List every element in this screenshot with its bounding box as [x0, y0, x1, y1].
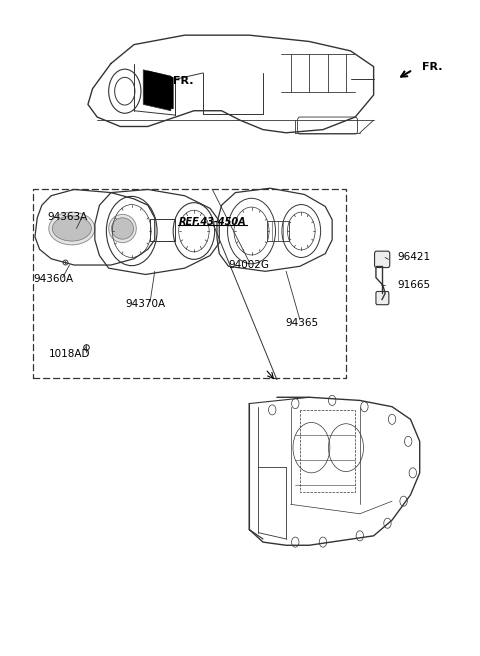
Text: 91665: 91665: [397, 280, 431, 290]
Ellipse shape: [111, 218, 133, 239]
Text: REF.43-450A: REF.43-450A: [179, 217, 246, 227]
Polygon shape: [148, 71, 173, 109]
Polygon shape: [143, 70, 171, 111]
Text: FR.: FR.: [173, 75, 194, 85]
Ellipse shape: [108, 215, 136, 243]
Text: 94370A: 94370A: [125, 299, 166, 309]
Text: FR.: FR.: [422, 62, 443, 72]
FancyBboxPatch shape: [376, 291, 389, 304]
Text: 94363A: 94363A: [47, 212, 87, 222]
FancyBboxPatch shape: [374, 251, 390, 268]
Ellipse shape: [49, 212, 95, 245]
Text: 96421: 96421: [397, 253, 431, 262]
Text: 1018AD: 1018AD: [49, 350, 90, 359]
Ellipse shape: [52, 216, 91, 241]
Text: 94365: 94365: [286, 318, 319, 328]
Bar: [267, 221, 289, 241]
Text: 94360A: 94360A: [33, 274, 73, 284]
Text: 94002G: 94002G: [228, 260, 270, 270]
Bar: [150, 219, 176, 241]
